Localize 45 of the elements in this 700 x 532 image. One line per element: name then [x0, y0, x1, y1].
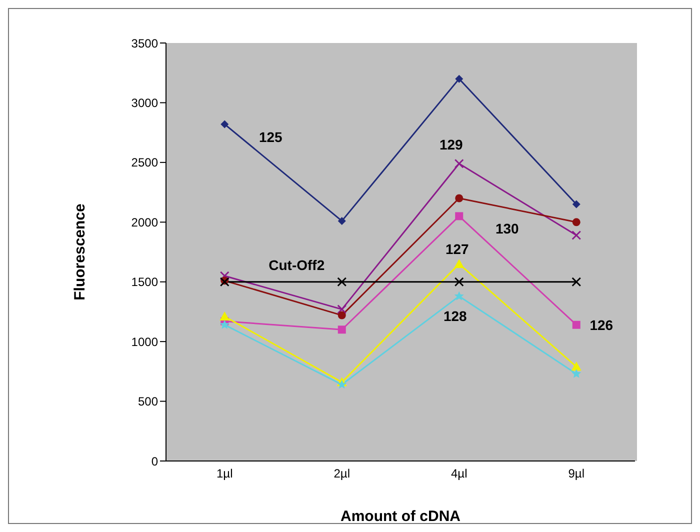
y-tick-label: 0	[151, 454, 158, 468]
point	[454, 277, 464, 287]
point	[572, 218, 580, 226]
point	[572, 277, 582, 287]
series-label: Cut-Off2	[268, 256, 325, 273]
x-tick-label: 9µl	[568, 466, 585, 481]
point	[454, 291, 464, 300]
point	[572, 368, 582, 378]
y-tick-label: 1500	[131, 275, 158, 290]
point	[337, 380, 347, 389]
series-label: 127	[445, 240, 470, 257]
point	[220, 320, 230, 329]
point	[220, 271, 230, 281]
y-tick-label: 500	[138, 394, 158, 409]
point	[455, 212, 464, 220]
point	[455, 74, 464, 83]
x-axis-title: Amount of cDNA	[340, 508, 461, 525]
point	[337, 277, 347, 287]
point	[220, 311, 230, 320]
x-tick-label: 1µl	[216, 466, 233, 481]
point	[572, 200, 580, 208]
point	[571, 362, 582, 371]
x-tick-label: 4µl	[450, 466, 468, 481]
series-label: 128	[443, 308, 468, 324]
point	[454, 258, 464, 268]
x-tick-label: 2µl	[334, 466, 350, 481]
point	[572, 320, 580, 329]
y-tick-label: 2500	[131, 156, 158, 170]
point	[454, 158, 464, 168]
series-label: 129	[439, 136, 464, 153]
series-label: 125	[258, 129, 283, 146]
point	[220, 120, 229, 128]
point	[338, 326, 346, 334]
series-label: 130	[495, 220, 520, 236]
point	[337, 304, 347, 314]
series-label: 126	[590, 316, 614, 333]
y-axis-title: Fluorescence	[71, 204, 88, 300]
point	[572, 230, 582, 240]
y-tick-label: 1000	[131, 334, 158, 349]
y-tick-label: 2000	[131, 215, 158, 230]
y-tick-label: 3000	[131, 96, 158, 110]
point	[455, 194, 464, 202]
point	[338, 216, 346, 225]
y-tick-label: 3500	[131, 36, 158, 50]
point	[338, 311, 346, 320]
